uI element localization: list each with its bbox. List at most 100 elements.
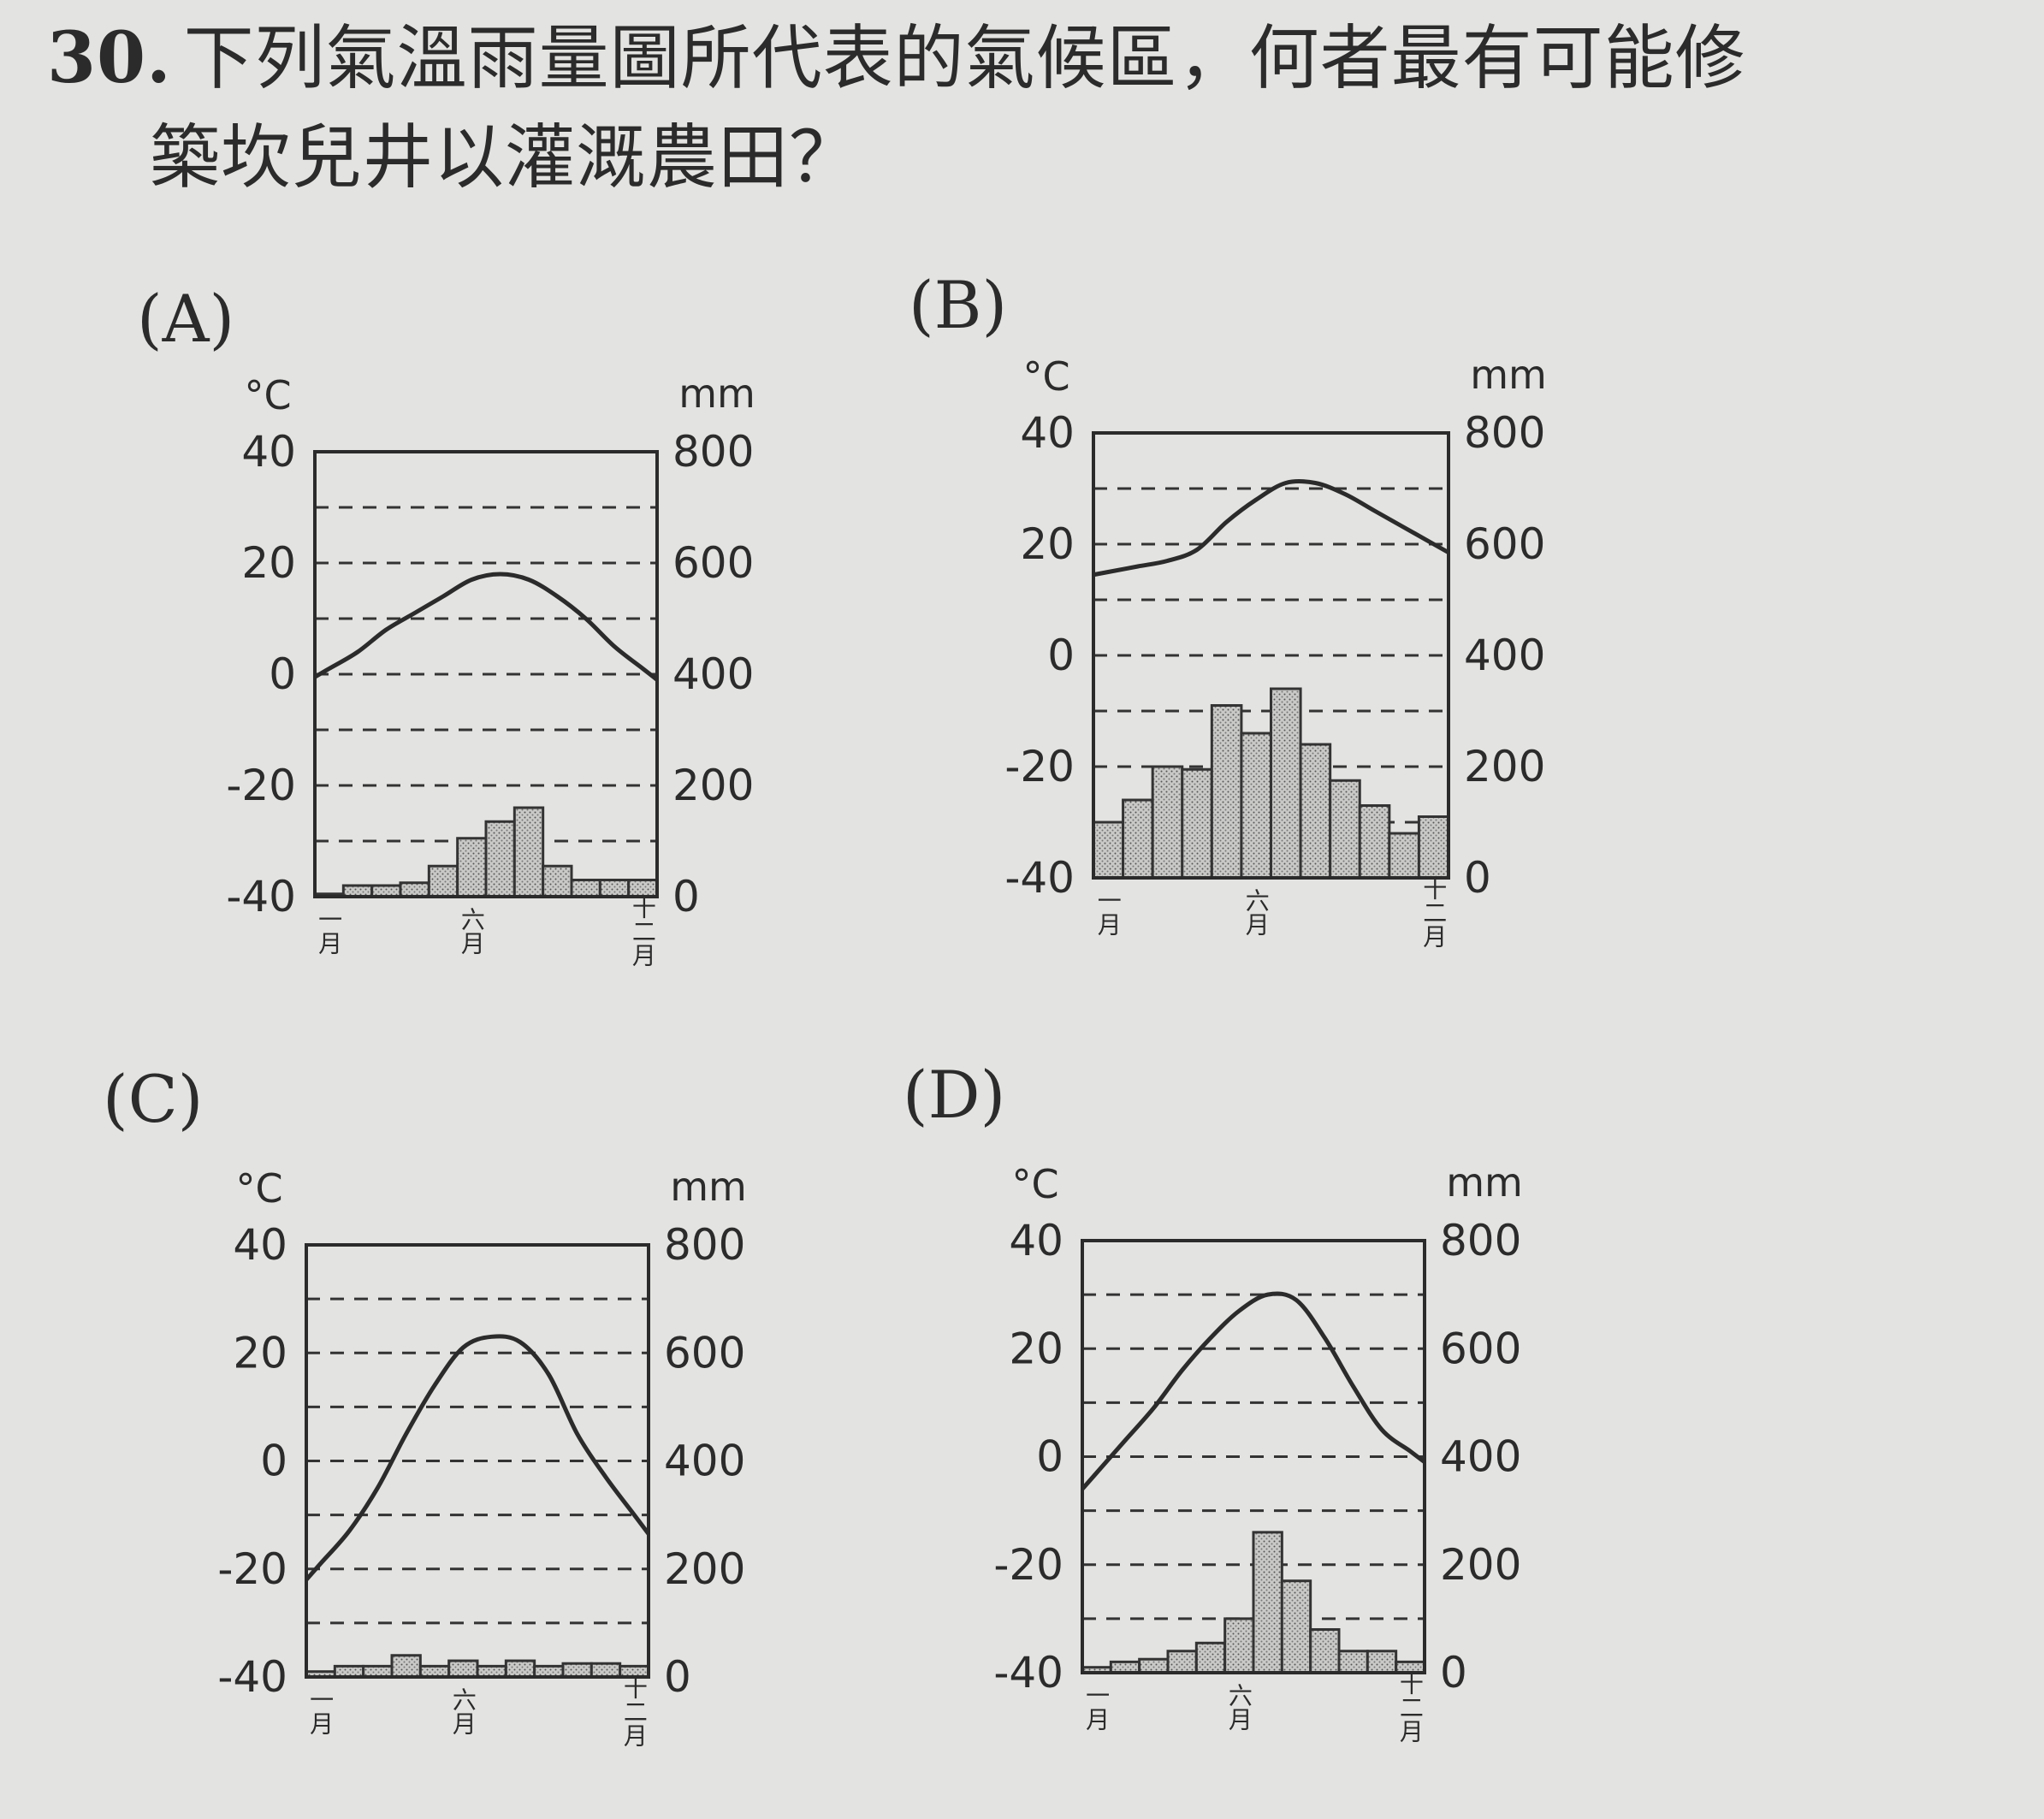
precip-tick-label: 600 (1440, 1324, 1521, 1373)
temp-tick-label: 40 (1009, 1216, 1063, 1265)
temp-tick-label: 40 (241, 427, 296, 477)
question-text: 30. 下列氣溫雨量圖所代表的氣候區，何者最有可能修 築坎兒井以灌溉農田？ (47, 9, 1746, 209)
temp-tick-label: 20 (233, 1328, 287, 1378)
precip-bar (1092, 821, 1125, 880)
precip-bar (1210, 704, 1243, 880)
precip-bar (1309, 1628, 1341, 1674)
option-c-label[interactable]: (C) (103, 1061, 204, 1137)
plot-frame (1081, 1239, 1426, 1674)
precip-tick-label: 0 (1440, 1648, 1467, 1698)
option-b-label[interactable]: (B) (909, 267, 1008, 343)
precip-bar (390, 1654, 422, 1679)
precip-bar (1252, 1531, 1283, 1674)
temperature-line (1093, 478, 1450, 578)
precip-unit-label: mm (1446, 1159, 1523, 1206)
temp-tick-label: 20 (1020, 519, 1075, 569)
temp-unit-label: °C (1011, 1161, 1058, 1207)
month-label: 一月 (1094, 888, 1123, 936)
option-a-label[interactable]: (A) (137, 281, 235, 357)
temp-unit-label: °C (244, 372, 291, 418)
precip-bar (1280, 1579, 1312, 1674)
precip-bar (484, 820, 516, 898)
month-label: 六月 (1242, 888, 1271, 936)
precip-bar (1337, 1650, 1369, 1674)
temp-tick-label: 0 (1047, 631, 1075, 680)
question-line-2: 築坎兒井以灌溉農田？ (150, 117, 861, 199)
temp-tick-label: -20 (993, 1540, 1063, 1590)
precip-tick-label: 0 (664, 1652, 691, 1702)
precip-bar (399, 881, 430, 898)
precip-unit-label: mm (678, 370, 755, 417)
precip-tick-label: 800 (1464, 408, 1545, 458)
temp-tick-label: 40 (1020, 408, 1075, 458)
question-line-1: 下列氣溫雨量圖所代表的氣候區，何者最有可能修 (183, 18, 1746, 99)
temp-tick-label: 20 (241, 538, 296, 588)
precip-tick-label: 0 (1464, 853, 1491, 903)
precip-bar (427, 864, 459, 898)
temp-unit-label: °C (1022, 353, 1069, 400)
precip-tick-label: 0 (672, 872, 700, 921)
month-label: 一月 (306, 1687, 335, 1735)
month-label: 十二月 (1396, 1671, 1425, 1743)
precip-bar (1166, 1650, 1198, 1674)
month-label: 十二月 (620, 1675, 649, 1747)
precip-tick-label: 200 (672, 761, 754, 810)
precip-bar (590, 1662, 622, 1679)
temp-tick-label: -20 (217, 1544, 287, 1594)
month-label: 一月 (315, 907, 343, 955)
month-label: 六月 (458, 907, 486, 955)
precip-tick-label: 600 (672, 538, 754, 588)
precip-bar (561, 1662, 593, 1679)
precip-tick-label: 400 (672, 649, 754, 699)
precip-tick-label: 800 (672, 427, 754, 477)
precip-tick-label: 200 (664, 1544, 745, 1594)
temp-tick-label: -40 (993, 1648, 1063, 1698)
precip-bar (456, 837, 488, 898)
temp-tick-label: 0 (260, 1437, 287, 1486)
precip-bar (1299, 743, 1332, 880)
month-label: 十二月 (629, 895, 657, 967)
precip-bar (1151, 765, 1184, 880)
month-label: 一月 (1082, 1683, 1111, 1731)
precip-tick-label: 600 (1464, 519, 1545, 569)
precip-tick-label: 800 (664, 1220, 745, 1270)
precip-bar (447, 1659, 479, 1679)
precip-bar (1240, 732, 1272, 880)
precip-bar (1223, 1617, 1255, 1674)
temp-tick-label: 0 (1036, 1432, 1063, 1482)
precip-bar (504, 1659, 536, 1679)
temp-tick-label: -40 (217, 1652, 287, 1702)
temperature-line (1081, 1291, 1426, 1491)
plot-frame (313, 450, 659, 898)
precip-unit-label: mm (670, 1164, 747, 1210)
temp-tick-label: -20 (1004, 742, 1075, 791)
plot-frame (305, 1243, 650, 1679)
precip-bar (1329, 779, 1361, 880)
precip-bar (1194, 1641, 1227, 1674)
option-d-label[interactable]: (D) (903, 1057, 1006, 1133)
precip-tick-label: 200 (1440, 1540, 1521, 1590)
temp-unit-label: °C (235, 1165, 282, 1212)
precip-bar (1417, 815, 1450, 880)
precip-tick-label: 400 (1440, 1432, 1521, 1482)
temp-tick-label: -40 (1004, 853, 1075, 903)
temperature-line (305, 1334, 650, 1582)
temp-tick-label: -20 (226, 761, 296, 810)
precip-bar (1366, 1650, 1398, 1674)
precip-bar (598, 879, 631, 898)
precip-tick-label: 800 (1440, 1216, 1521, 1265)
temp-tick-label: 0 (269, 649, 296, 699)
temp-tick-label: 40 (233, 1220, 287, 1270)
question-number: 30. (47, 17, 172, 99)
precip-bar (512, 806, 545, 898)
plot-frame (1092, 431, 1450, 880)
precip-bar (1181, 767, 1213, 880)
temp-tick-label: -40 (226, 872, 296, 921)
precip-bar (1270, 687, 1302, 880)
precip-bar (1388, 832, 1420, 880)
month-label: 十二月 (1419, 876, 1448, 948)
